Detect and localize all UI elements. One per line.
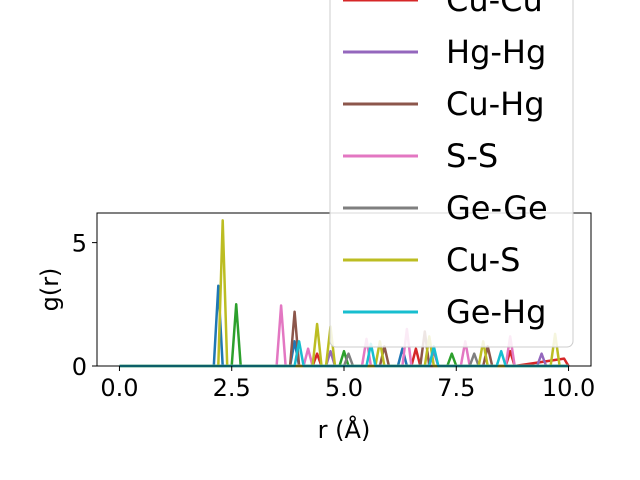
- series-line-unlabeled-1: [119, 303, 569, 368]
- x-axis-label: r (Å): [318, 415, 371, 444]
- legend-label: Hg-Hg: [446, 33, 546, 71]
- legend-label: S-S: [446, 137, 498, 175]
- y-axis-ticks: 05: [72, 230, 97, 381]
- y-axis-label: g(r): [36, 268, 64, 312]
- legend-label: Cu-Cu: [446, 0, 543, 19]
- legend-label: Ge-Ge: [446, 189, 548, 227]
- x-tick-label: 5.0: [325, 374, 363, 402]
- x-tick-label: 0.0: [100, 374, 138, 402]
- x-axis-ticks: 0.0 2.5 5.0 7.5 10.0: [100, 366, 595, 402]
- x-tick-label: 7.5: [437, 374, 475, 402]
- legend-label: Cu-Hg: [446, 85, 545, 123]
- legend-label: Cu-S: [446, 241, 520, 279]
- legend: Cu-Cu Hg-Hg Cu-Hg S-S Ge-Ge Cu-S Ge-Hg: [329, 0, 574, 348]
- y-tick-label: 5: [72, 230, 87, 258]
- y-tick-label: 0: [72, 353, 87, 381]
- x-tick-label: 10.0: [542, 374, 595, 402]
- x-tick-label: 2.5: [213, 374, 251, 402]
- legend-label: Ge-Hg: [446, 293, 546, 331]
